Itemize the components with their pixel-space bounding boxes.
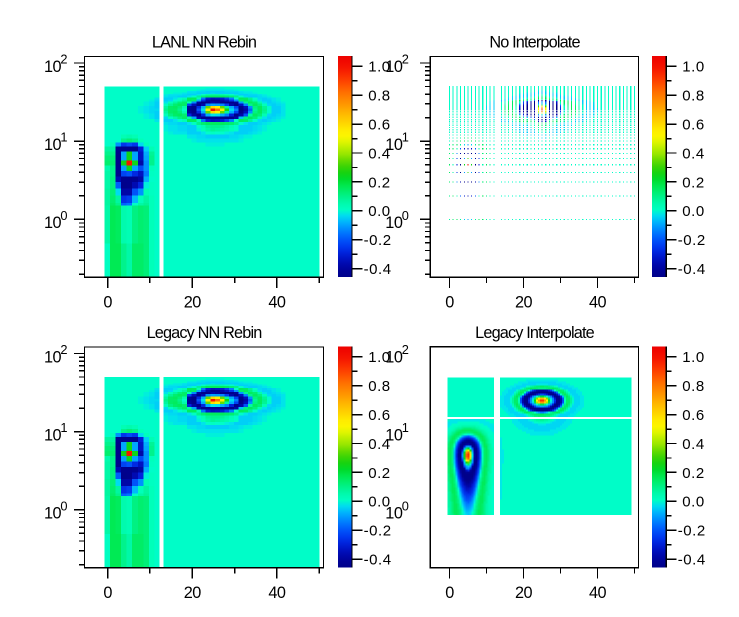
svg-text:0: 0 — [60, 208, 67, 223]
svg-text:10: 10 — [385, 214, 403, 232]
svg-text:2: 2 — [60, 342, 67, 357]
svg-text:0: 0 — [445, 294, 454, 312]
svg-text:0: 0 — [402, 208, 409, 223]
svg-text:20: 20 — [184, 584, 202, 602]
svg-text:No Interpolate: No Interpolate — [489, 33, 580, 51]
svg-text:20: 20 — [515, 584, 533, 602]
svg-text:2: 2 — [60, 51, 67, 66]
svg-text:1: 1 — [60, 420, 67, 435]
svg-text:2: 2 — [402, 51, 409, 66]
svg-text:Legacy Interpolate: Legacy Interpolate — [475, 324, 594, 342]
svg-text:40: 40 — [268, 294, 286, 312]
svg-text:10: 10 — [385, 136, 403, 154]
svg-text:10: 10 — [44, 348, 62, 366]
svg-text:Legacy NN Rebin: Legacy NN Rebin — [147, 324, 262, 342]
svg-text:10: 10 — [385, 505, 403, 523]
svg-text:0: 0 — [445, 584, 454, 602]
svg-text:10: 10 — [44, 58, 62, 76]
svg-text:40: 40 — [589, 584, 607, 602]
svg-text:10: 10 — [385, 348, 403, 366]
svg-text:1: 1 — [402, 130, 409, 145]
svg-text:10: 10 — [44, 427, 62, 445]
svg-text:1: 1 — [60, 130, 67, 145]
svg-text:10: 10 — [44, 214, 62, 232]
svg-text:20: 20 — [515, 294, 533, 312]
svg-text:1: 1 — [402, 420, 409, 435]
svg-text:10: 10 — [44, 505, 62, 523]
svg-text:0: 0 — [103, 294, 112, 312]
svg-text:10: 10 — [385, 427, 403, 445]
svg-text:20: 20 — [184, 294, 202, 312]
svg-text:40: 40 — [268, 584, 286, 602]
svg-text:LANL NN Rebin: LANL NN Rebin — [152, 33, 256, 51]
svg-text:40: 40 — [589, 294, 607, 312]
svg-text:10: 10 — [44, 136, 62, 154]
svg-text:0: 0 — [60, 498, 67, 513]
svg-text:0: 0 — [402, 498, 409, 513]
svg-text:0: 0 — [103, 584, 112, 602]
svg-text:2: 2 — [402, 342, 409, 357]
svg-text:10: 10 — [385, 58, 403, 76]
